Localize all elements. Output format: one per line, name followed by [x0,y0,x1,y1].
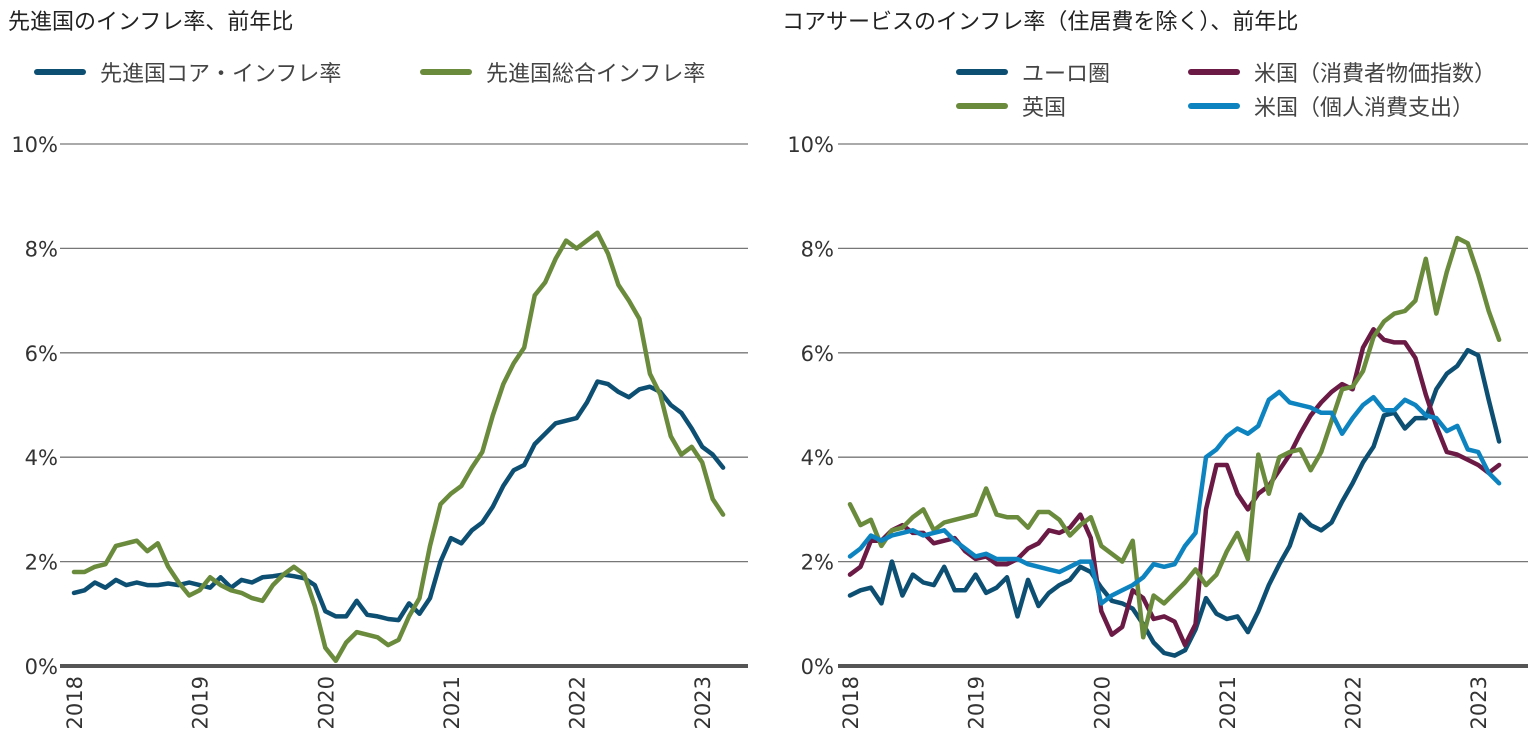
y-tick-label: 6% [801,342,834,366]
legend-swatch [1188,69,1240,75]
x-tick-label: 2021 [440,676,464,729]
right-chart-title: コアサービスのインフレ率（住居費を除く）、前年比 [782,10,1299,35]
series-line [847,347,1502,658]
y-tick-label: 0% [801,655,834,679]
series-line [847,389,1502,606]
x-tick-label: 2021 [1216,676,1240,729]
y-tick-label: 4% [801,446,834,470]
x-tick-label: 2018 [63,676,87,729]
legend-item: 先進国コア・インフレ率 [34,56,341,88]
legend-label: ユーロ圏 [1022,62,1111,87]
series-line [71,230,726,664]
x-tick-label: 2020 [1090,676,1114,729]
x-tick-label: 2023 [691,676,715,729]
legend-item: 米国（消費者物価指数） [1188,56,1496,88]
legend-label: 英国 [1022,96,1067,121]
series-line [847,235,1502,640]
legend-swatch [956,69,1008,75]
y-tick-label: 6% [25,342,58,366]
legend-label: 米国（消費者物価指数） [1254,62,1497,87]
x-tick-label: 2022 [1342,676,1366,729]
x-tick-label: 2023 [1467,676,1491,729]
y-tick-label: 2% [25,551,58,575]
left-chart-title: 先進国のインフレ率、前年比 [8,10,294,35]
legend-swatch [420,69,472,75]
legend-label: 米国（個人消費支出） [1254,96,1475,121]
legend-swatch [34,69,86,75]
x-tick-label: 2019 [189,676,213,729]
legend-label: 先進国コア・インフレ率 [100,62,342,87]
x-tick-label: 2018 [839,676,863,729]
legend-item: 先進国総合インフレ率 [420,56,705,88]
legend-item: ユーロ圏 [956,56,1110,88]
legend-swatch [956,103,1008,109]
x-tick-label: 2022 [566,676,590,729]
y-tick-label: 2% [801,551,834,575]
legend-item: 英国 [956,90,1066,122]
legend-swatch [1188,103,1240,109]
y-tick-label: 8% [25,237,58,261]
y-tick-label: 10% [11,133,58,157]
x-tick-label: 2020 [314,676,338,729]
y-tick-label: 0% [25,655,58,679]
y-tick-label: 8% [801,237,834,261]
y-tick-label: 10% [787,133,834,157]
y-tick-label: 4% [25,446,58,470]
legend-label: 先進国総合インフレ率 [486,62,706,87]
x-tick-label: 2019 [965,676,989,729]
series-line [71,379,726,623]
series-line [847,327,1502,648]
legend-item: 米国（個人消費支出） [1188,90,1474,122]
